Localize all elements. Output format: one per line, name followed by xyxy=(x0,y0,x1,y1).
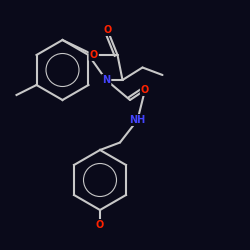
Text: O: O xyxy=(96,220,104,230)
Text: O: O xyxy=(141,85,149,95)
Text: O: O xyxy=(90,50,98,60)
Text: N: N xyxy=(102,75,110,85)
Text: O: O xyxy=(104,25,112,35)
Text: NH: NH xyxy=(130,115,146,125)
